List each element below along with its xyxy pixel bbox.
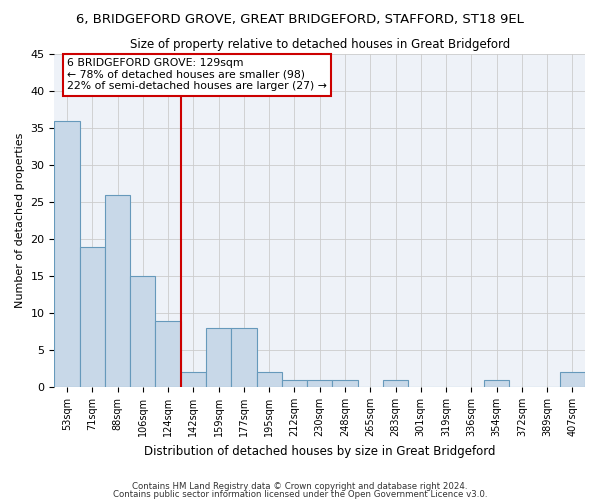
Bar [155, 320, 181, 387]
Bar [307, 380, 332, 387]
Bar [105, 195, 130, 387]
Bar [206, 328, 231, 387]
Bar [80, 246, 105, 387]
Text: Contains public sector information licensed under the Open Government Licence v3: Contains public sector information licen… [113, 490, 487, 499]
Bar [332, 380, 358, 387]
Text: 6, BRIDGEFORD GROVE, GREAT BRIDGEFORD, STAFFORD, ST18 9EL: 6, BRIDGEFORD GROVE, GREAT BRIDGEFORD, S… [76, 12, 524, 26]
Title: Size of property relative to detached houses in Great Bridgeford: Size of property relative to detached ho… [130, 38, 510, 51]
Bar [231, 328, 257, 387]
Bar [181, 372, 206, 387]
Bar [257, 372, 282, 387]
Text: Contains HM Land Registry data © Crown copyright and database right 2024.: Contains HM Land Registry data © Crown c… [132, 482, 468, 491]
Bar [383, 380, 408, 387]
Bar [484, 380, 509, 387]
Bar [130, 276, 155, 387]
Bar [282, 380, 307, 387]
Text: 6 BRIDGEFORD GROVE: 129sqm
← 78% of detached houses are smaller (98)
22% of semi: 6 BRIDGEFORD GROVE: 129sqm ← 78% of deta… [67, 58, 327, 92]
Bar [55, 121, 80, 387]
Bar [560, 372, 585, 387]
Y-axis label: Number of detached properties: Number of detached properties [15, 133, 25, 308]
X-axis label: Distribution of detached houses by size in Great Bridgeford: Distribution of detached houses by size … [144, 444, 496, 458]
